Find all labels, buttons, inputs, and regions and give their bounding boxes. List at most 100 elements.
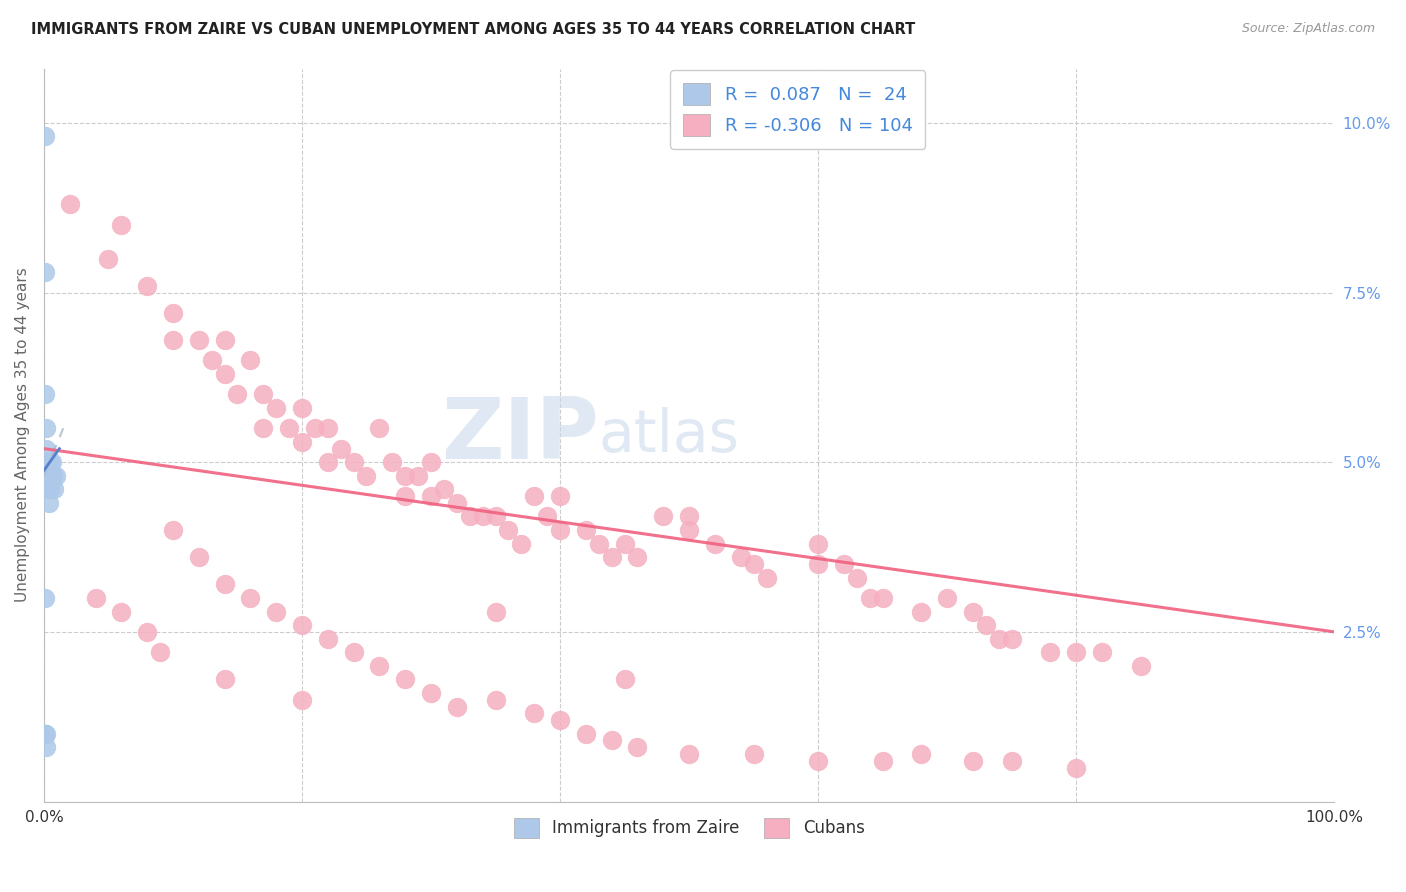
Point <box>872 754 894 768</box>
Point <box>37 483 59 497</box>
Point <box>35 740 58 755</box>
Point <box>368 658 391 673</box>
Point <box>471 509 494 524</box>
Point <box>910 605 932 619</box>
Point <box>187 333 209 347</box>
Point <box>394 489 416 503</box>
Point <box>703 536 725 550</box>
Point <box>420 455 443 469</box>
Point <box>1001 632 1024 646</box>
Point <box>548 523 571 537</box>
Text: Source: ZipAtlas.com: Source: ZipAtlas.com <box>1241 22 1375 36</box>
Point <box>742 557 765 571</box>
Point <box>136 624 159 639</box>
Point <box>626 740 648 755</box>
Point <box>44 483 66 497</box>
Point <box>356 468 378 483</box>
Point <box>35 421 58 435</box>
Point <box>613 673 636 687</box>
Point <box>807 536 830 550</box>
Point <box>510 536 533 550</box>
Point <box>110 218 132 232</box>
Text: ZIP: ZIP <box>441 393 599 476</box>
Point <box>278 421 301 435</box>
Point <box>548 713 571 727</box>
Point <box>458 509 481 524</box>
Point <box>626 550 648 565</box>
Point <box>201 353 224 368</box>
Point <box>600 733 623 747</box>
Point <box>1091 645 1114 659</box>
Point <box>264 401 287 415</box>
Point <box>575 727 598 741</box>
Point <box>316 455 339 469</box>
Point <box>484 509 506 524</box>
Point <box>446 496 468 510</box>
Point <box>678 509 700 524</box>
Point <box>368 421 391 435</box>
Point <box>226 387 249 401</box>
Point <box>394 468 416 483</box>
Point <box>214 333 236 347</box>
Point <box>936 591 959 605</box>
Point <box>446 699 468 714</box>
Point <box>37 455 59 469</box>
Point <box>35 468 58 483</box>
Point <box>859 591 882 605</box>
Point <box>329 442 352 456</box>
Point <box>962 754 984 768</box>
Point <box>678 747 700 761</box>
Point <box>832 557 855 571</box>
Point <box>34 727 56 741</box>
Point <box>84 591 107 605</box>
Point <box>44 468 66 483</box>
Point <box>730 550 752 565</box>
Point <box>342 645 364 659</box>
Point <box>420 686 443 700</box>
Point <box>34 387 56 401</box>
Point <box>678 523 700 537</box>
Point <box>136 278 159 293</box>
Point <box>406 468 429 483</box>
Point <box>575 523 598 537</box>
Point <box>536 509 558 524</box>
Point <box>39 455 62 469</box>
Point <box>484 605 506 619</box>
Point <box>962 605 984 619</box>
Point <box>39 483 62 497</box>
Point <box>187 550 209 565</box>
Point <box>162 523 184 537</box>
Point <box>34 455 56 469</box>
Legend: Immigrants from Zaire, Cubans: Immigrants from Zaire, Cubans <box>508 811 872 845</box>
Text: atlas: atlas <box>599 407 740 464</box>
Point <box>35 727 58 741</box>
Point <box>162 333 184 347</box>
Point <box>304 421 326 435</box>
Point <box>34 265 56 279</box>
Y-axis label: Unemployment Among Ages 35 to 44 years: Unemployment Among Ages 35 to 44 years <box>15 268 30 602</box>
Point <box>316 632 339 646</box>
Point <box>59 197 82 211</box>
Point <box>613 536 636 550</box>
Point <box>484 692 506 706</box>
Point <box>162 306 184 320</box>
Point <box>97 252 120 266</box>
Point <box>38 496 60 510</box>
Point <box>264 605 287 619</box>
Point <box>35 442 58 456</box>
Point <box>214 367 236 381</box>
Point <box>381 455 404 469</box>
Point <box>1129 658 1152 673</box>
Point <box>291 434 314 449</box>
Point <box>807 754 830 768</box>
Point <box>872 591 894 605</box>
Point <box>433 483 456 497</box>
Point <box>34 591 56 605</box>
Point <box>252 421 274 435</box>
Point <box>1001 754 1024 768</box>
Point <box>742 747 765 761</box>
Point <box>41 468 63 483</box>
Point <box>42 468 65 483</box>
Point <box>420 489 443 503</box>
Point <box>214 577 236 591</box>
